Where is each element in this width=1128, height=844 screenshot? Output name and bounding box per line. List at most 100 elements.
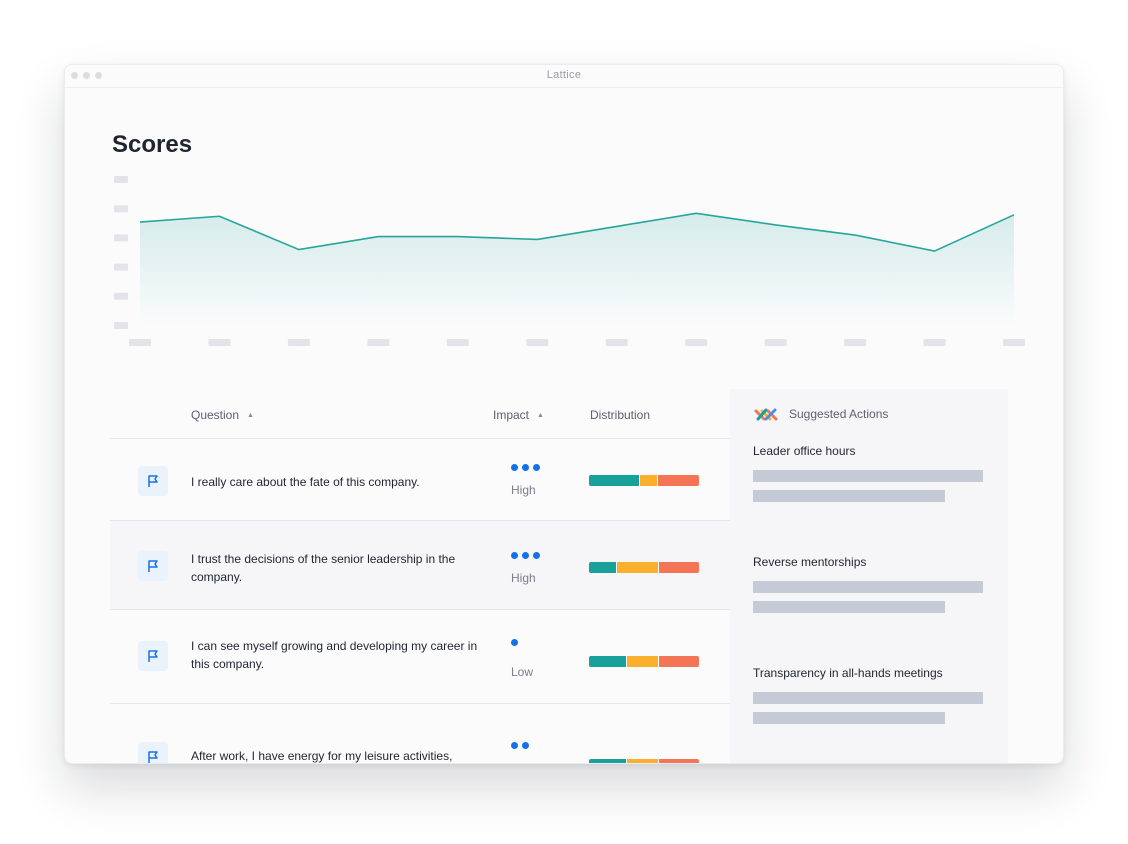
flag-button[interactable]	[138, 551, 168, 581]
x-tick-label	[605, 339, 628, 346]
impact-dot	[533, 552, 540, 559]
table-header: Question ▲ Impact ▲ Distribution	[110, 389, 730, 439]
flag-icon	[148, 560, 158, 572]
title-bar: Lattice	[65, 65, 1063, 88]
distribution-bar	[589, 475, 699, 486]
distribution-bar	[589, 562, 699, 573]
scores-chart	[114, 176, 1025, 346]
data-point	[774, 223, 778, 227]
impact-indicator	[511, 464, 540, 471]
distribution-positive-segment	[589, 759, 626, 763]
x-tick-label	[526, 339, 549, 346]
column-header-question[interactable]: Question ▲	[191, 408, 254, 422]
suggested-actions-header: Suggested Actions	[754, 407, 888, 421]
question-text: I can see myself growing and developing …	[191, 639, 478, 671]
x-tick-label	[367, 339, 390, 346]
flag-icon	[148, 751, 158, 763]
data-point	[217, 214, 221, 218]
distribution-neutral-segment	[616, 562, 659, 573]
minimize-window-button[interactable]	[83, 72, 90, 79]
x-tick-label	[446, 339, 469, 346]
flag-button[interactable]	[138, 641, 168, 671]
window-title: Lattice	[546, 69, 582, 81]
impact-dot	[511, 639, 518, 646]
data-point	[456, 235, 460, 239]
distribution-bar	[589, 759, 699, 763]
y-tick-label	[114, 205, 128, 213]
suggested-action[interactable]: Transparency in all-hands meetings	[753, 666, 985, 724]
x-tick-label	[1003, 339, 1025, 346]
placeholder-line	[753, 581, 983, 593]
flag-icon	[148, 650, 158, 662]
placeholder-line	[753, 712, 945, 724]
placeholder-line	[753, 601, 945, 613]
distribution-negative-segment	[658, 759, 699, 763]
data-point	[535, 237, 539, 241]
app-window: Lattice Scores Question ▲ Impact ▲ Distrib…	[64, 64, 1064, 764]
sort-arrow-icon: ▲	[247, 412, 254, 419]
table-row[interactable]: I trust the decisions of the senior lead…	[110, 521, 730, 610]
impact-dot	[522, 464, 529, 471]
distribution-negative-segment	[658, 656, 699, 667]
column-header-impact[interactable]: Impact ▲	[493, 408, 544, 422]
impact-dot	[511, 464, 518, 471]
question-text: After work, I have energy for my leisure…	[191, 749, 453, 763]
impact-dot	[522, 742, 529, 749]
flag-button[interactable]	[138, 466, 168, 496]
score-line	[139, 212, 1015, 252]
suggested-action[interactable]: Reverse mentorships	[753, 555, 985, 613]
impact-indicator	[511, 639, 518, 646]
table-row[interactable]: After work, I have energy for my leisure…	[110, 704, 730, 763]
action-title: Transparency in all-hands meetings	[753, 666, 943, 680]
y-tick-label	[114, 176, 128, 183]
suggested-actions-panel: Suggested Actions Leader office hours Re…	[730, 389, 1008, 763]
impact-indicator	[511, 552, 540, 559]
table-row[interactable]: I can see myself growing and developing …	[110, 610, 730, 704]
placeholder-line	[753, 692, 983, 704]
distribution-bar	[589, 656, 699, 667]
column-header-distribution: Distribution	[590, 408, 651, 422]
data-point	[297, 248, 301, 252]
y-tick-label	[114, 263, 128, 271]
flag-button[interactable]	[138, 742, 168, 763]
impact-indicator	[511, 742, 529, 749]
maximize-window-button[interactable]	[95, 72, 102, 79]
action-title: Reverse mentorships	[753, 555, 867, 569]
y-tick-label	[114, 292, 128, 300]
impact-dot	[522, 552, 529, 559]
data-point	[615, 224, 619, 228]
data-point	[933, 249, 937, 253]
y-tick-label	[114, 234, 128, 242]
x-tick-label	[129, 339, 151, 346]
table-row[interactable]: I really care about the fate of this com…	[110, 439, 730, 521]
close-window-button[interactable]	[71, 72, 78, 79]
suggested-action[interactable]: Leader office hours	[753, 444, 985, 502]
x-tick-label	[923, 339, 946, 346]
flag-icon	[148, 475, 158, 487]
data-point	[1012, 213, 1016, 217]
window-controls	[71, 72, 102, 79]
impact-dot	[533, 464, 540, 471]
x-tick-label	[208, 339, 231, 346]
x-tick-label	[764, 339, 787, 346]
distribution-positive-segment	[589, 656, 626, 667]
impact-label: High	[511, 571, 536, 585]
data-point	[853, 233, 857, 237]
impact-dot	[511, 742, 518, 749]
placeholder-line	[753, 490, 945, 502]
data-point	[376, 235, 380, 239]
sort-arrow-icon: ▲	[537, 412, 544, 419]
question-text: I trust the decisions of the senior lead…	[191, 552, 456, 584]
lattice-logo-icon	[754, 408, 778, 421]
distribution-positive-segment	[589, 562, 616, 573]
questions-table: Question ▲ Impact ▲ Distribution I really …	[110, 389, 730, 763]
distribution-neutral-segment	[625, 656, 659, 667]
distribution-negative-segment	[656, 475, 699, 486]
data-point	[694, 211, 698, 215]
distribution-neutral-segment	[625, 759, 659, 763]
y-tick-label	[114, 322, 128, 329]
impact-label: High	[511, 483, 536, 497]
page-title: Scores	[112, 131, 193, 158]
suggested-actions-title: Suggested Actions	[789, 407, 889, 421]
impact-dot	[511, 552, 518, 559]
